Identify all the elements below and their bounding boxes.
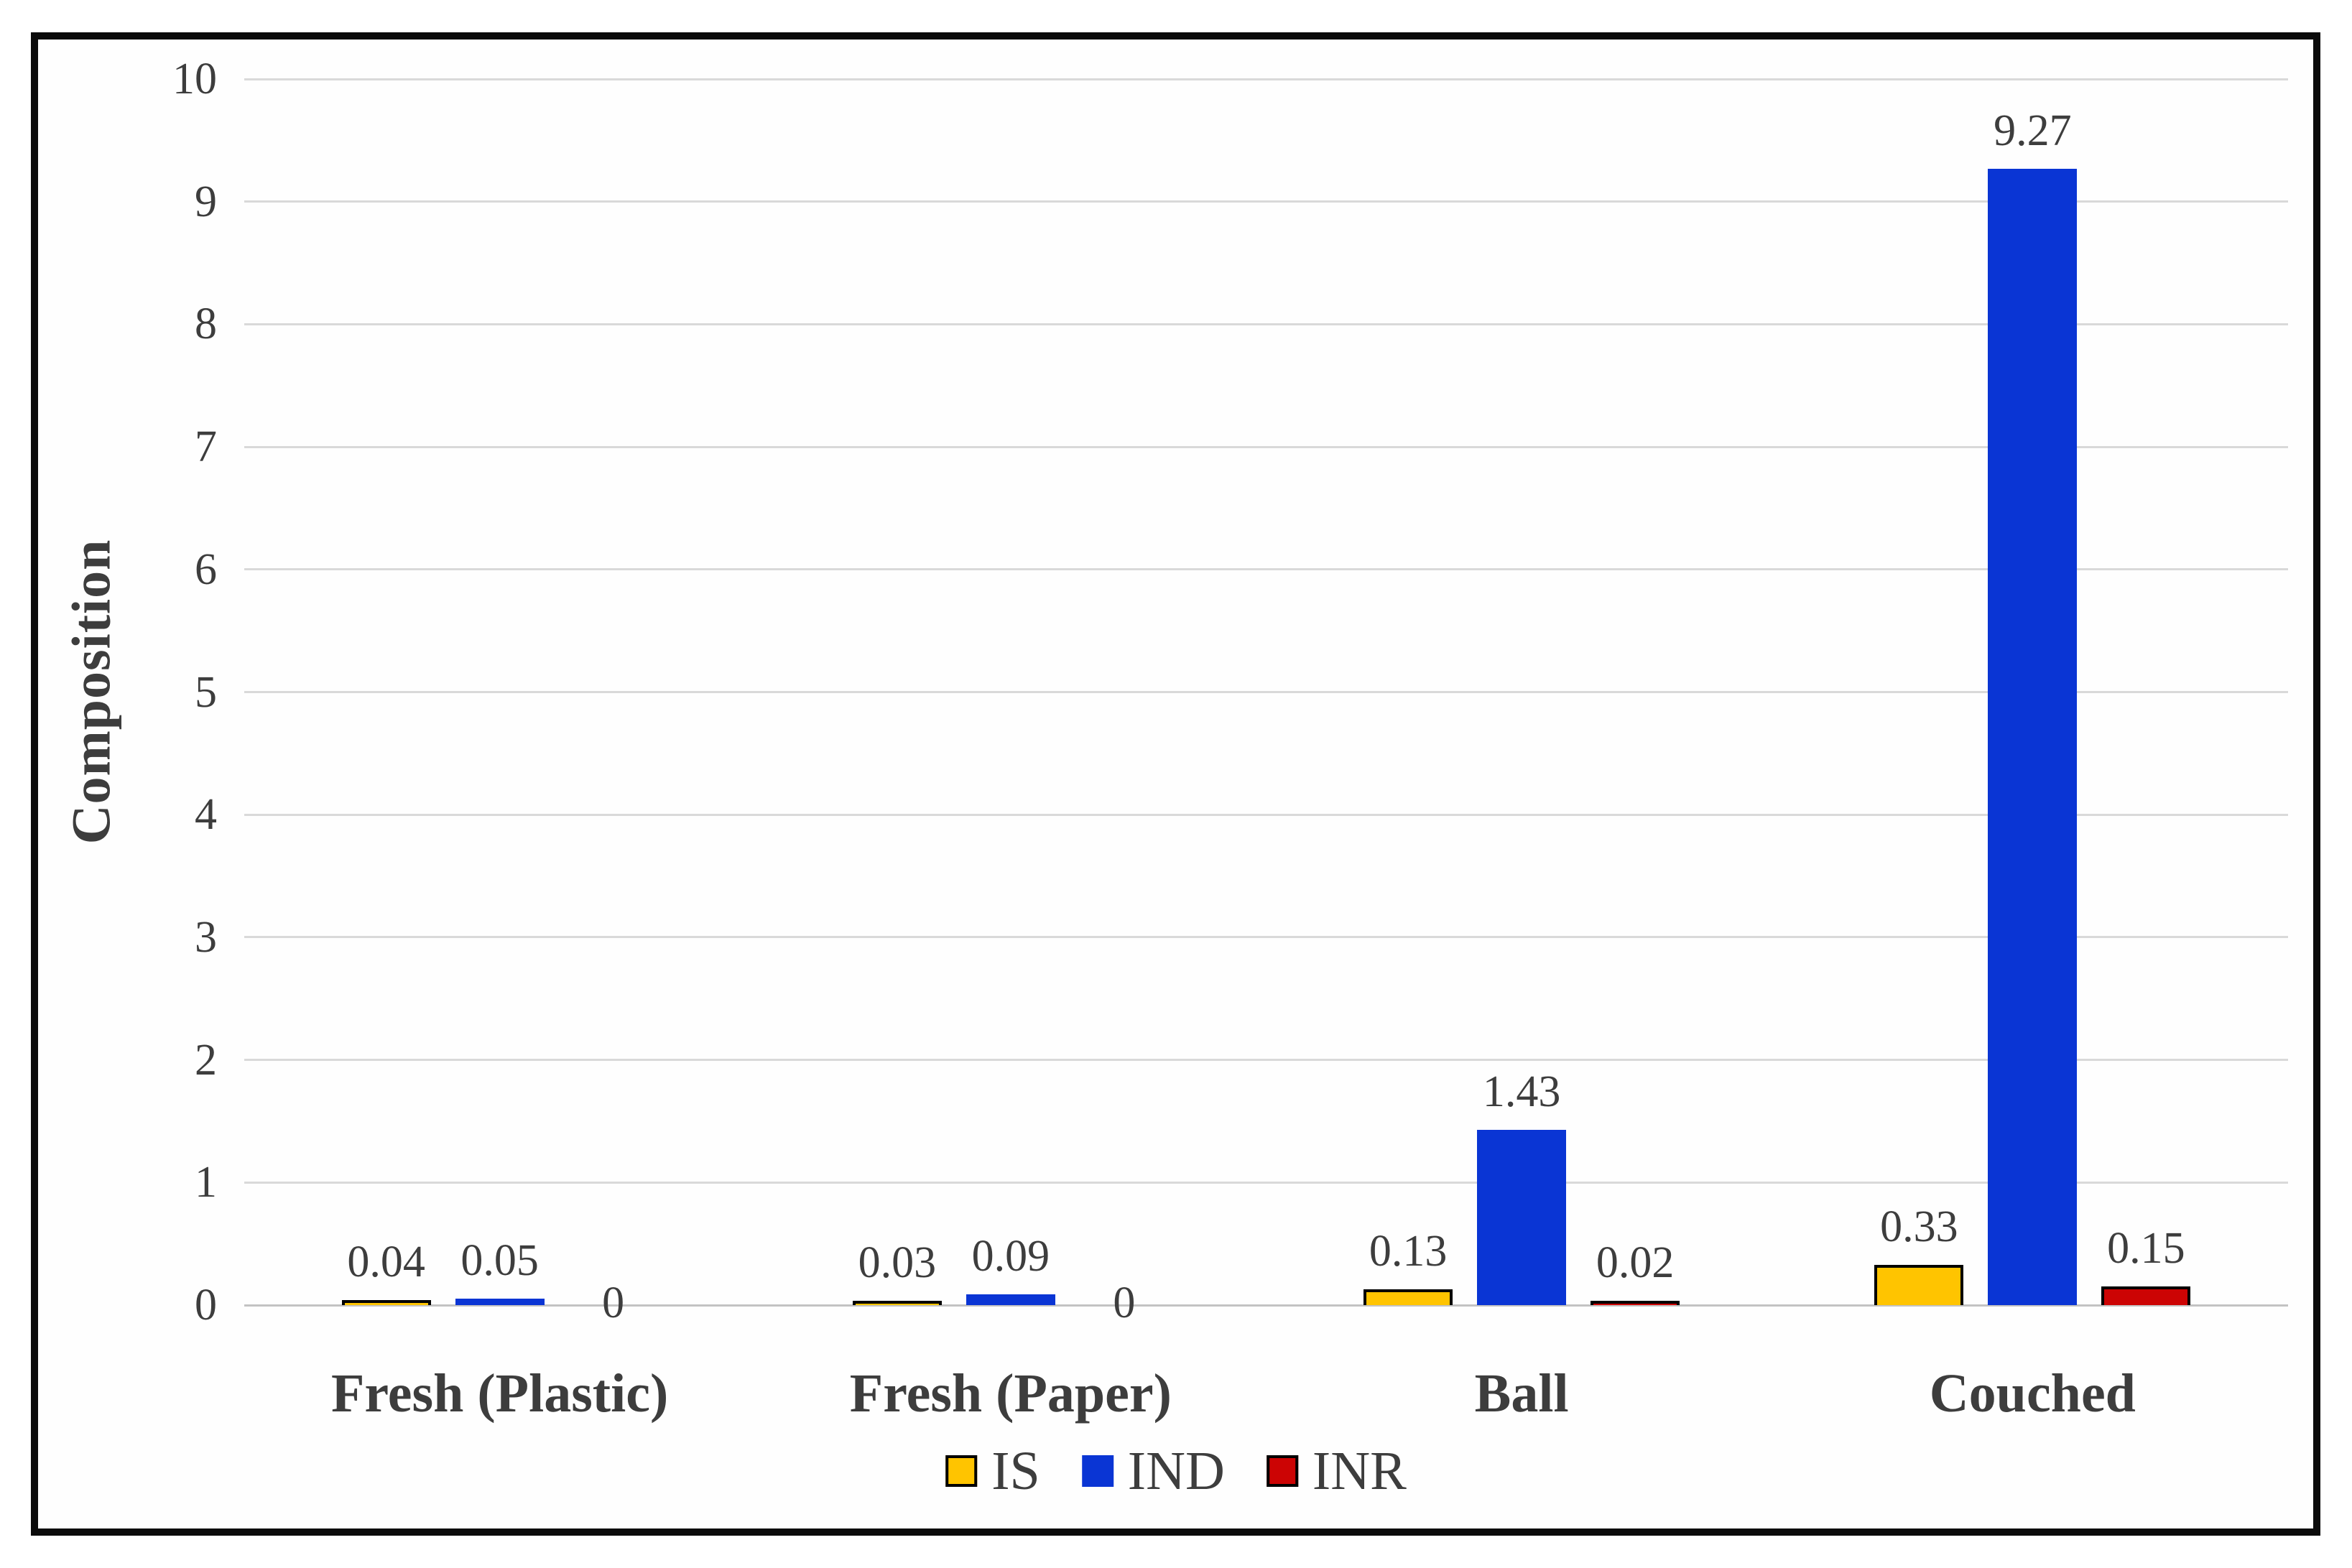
x-axis-line (244, 1304, 2288, 1307)
value-label-inr-3: 0.02 (1596, 1238, 1675, 1287)
gridline-7 (244, 445, 2288, 448)
legend-item-ind: IND (1081, 1441, 1225, 1501)
value-label-is-1: 0.04 (347, 1238, 425, 1286)
gridline-4 (244, 813, 2288, 816)
inr-bar-4 (2101, 1286, 2191, 1305)
is-bar-3 (1363, 1289, 1453, 1305)
y-tick-label-4: 4 (195, 790, 217, 840)
y-tick-label-0: 0 (195, 1281, 217, 1330)
x-axis-label-4: Couched (1929, 1363, 2136, 1424)
legend-label-is: IS (991, 1441, 1040, 1501)
y-tick-label-10: 10 (172, 55, 217, 103)
legend-swatch-is-icon (945, 1455, 978, 1487)
legend-swatch-inr-icon (1266, 1455, 1298, 1487)
value-label-inr-1: 0 (602, 1279, 625, 1327)
gridline-10 (244, 78, 2288, 80)
value-label-is-4: 0.33 (1880, 1202, 1958, 1251)
gridline-1 (244, 1181, 2288, 1184)
value-label-ind-1: 0.05 (460, 1236, 539, 1285)
value-label-is-3: 0.13 (1369, 1227, 1448, 1276)
gridline-9 (244, 200, 2288, 203)
x-axis-label-3: Ball (1474, 1363, 1569, 1424)
y-tick-label-6: 6 (195, 544, 217, 594)
plot-area: 0 1 2 3 4 5 6 7 8 9 10 0.04 0.05 0 Fresh (Plastic) 0.03… (172, 55, 2288, 1424)
inr-bar-3 (1591, 1301, 1680, 1305)
ind-bar-4 (1988, 169, 2078, 1305)
ind-bar-2 (966, 1294, 1055, 1305)
legend-label-inr: INR (1312, 1441, 1407, 1501)
legend-label-ind: IND (1127, 1441, 1225, 1501)
gridline-8 (244, 323, 2288, 325)
y-tick-label-3: 3 (195, 912, 217, 962)
gridline-5 (244, 691, 2288, 693)
value-label-ind-2: 0.09 (971, 1232, 1050, 1281)
chart-legend: IS IND INR (945, 1442, 1407, 1500)
y-tick-label-2: 2 (195, 1035, 217, 1085)
x-axis-label-1: Fresh (Plastic) (331, 1363, 669, 1424)
value-label-inr-4: 0.15 (2107, 1224, 2185, 1273)
y-tick-label-1: 1 (195, 1158, 217, 1207)
value-label-is-2: 0.03 (858, 1238, 937, 1287)
ind-bar-1 (455, 1299, 545, 1305)
y-tick-label-5: 5 (195, 667, 217, 717)
is-bar-4 (1874, 1265, 1964, 1305)
gridline-3 (244, 936, 2288, 939)
gridline-2 (244, 1059, 2288, 1062)
legend-item-is: IS (945, 1442, 1040, 1500)
gridline-6 (244, 568, 2288, 571)
value-label-ind-3: 1.43 (1482, 1067, 1561, 1116)
value-label-inr-2: 0 (1113, 1279, 1136, 1327)
ind-bar-3 (1477, 1130, 1567, 1305)
y-tick-label-9: 9 (195, 177, 217, 226)
legend-swatch-ind-icon (1081, 1455, 1114, 1487)
is-bar-1 (341, 1300, 431, 1305)
is-bar-2 (852, 1301, 942, 1305)
y-tick-label-8: 8 (195, 300, 217, 349)
value-label-ind-4: 9.27 (1994, 106, 2072, 155)
y-tick-label-7: 7 (195, 422, 217, 472)
legend-item-inr: INR (1266, 1441, 1407, 1501)
x-axis-label-2: Fresh (Paper) (849, 1363, 1172, 1424)
